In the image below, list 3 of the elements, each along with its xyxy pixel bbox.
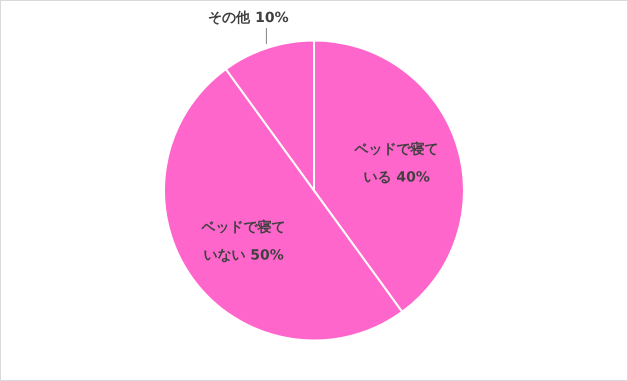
slice-label: その他 10% — [208, 10, 289, 26]
slice-label: ベッドで寝ている 40% — [354, 140, 439, 186]
slice-label: ベッドで寝ていない 50% — [200, 218, 286, 264]
